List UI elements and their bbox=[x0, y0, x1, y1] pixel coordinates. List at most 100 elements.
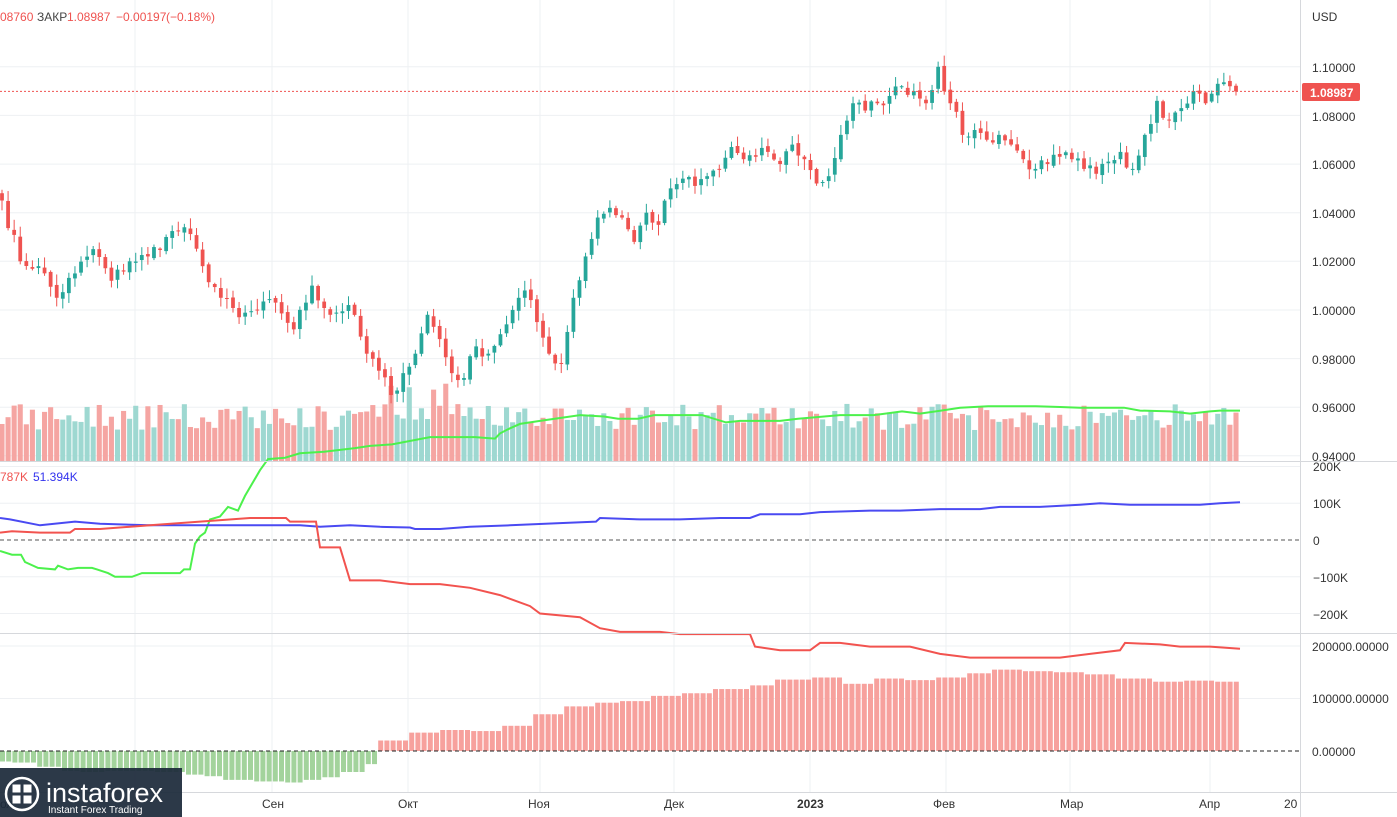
price-axis[interactable]: 1.10000 1.08000 1.06000 1.04000 1.02000 … bbox=[1312, 61, 1356, 464]
time-tick: Апр bbox=[1199, 797, 1221, 811]
histogram-bar bbox=[458, 730, 464, 751]
candle bbox=[583, 256, 588, 281]
histogram-bar bbox=[1153, 681, 1159, 751]
volume-bar bbox=[649, 410, 655, 461]
hist-tick: 100000.00000 bbox=[1312, 692, 1389, 706]
candle bbox=[905, 87, 910, 95]
histogram-bar bbox=[607, 702, 613, 751]
histogram-bar bbox=[961, 677, 966, 751]
histogram-bars[interactable] bbox=[0, 669, 1239, 783]
histogram-bar bbox=[316, 751, 322, 780]
volume-bar bbox=[765, 413, 771, 461]
histogram-bar bbox=[638, 701, 644, 751]
cot-line-red bbox=[0, 517, 1241, 659]
histogram-bar bbox=[117, 751, 123, 771]
candle bbox=[334, 312, 339, 314]
histogram-bar bbox=[465, 730, 470, 751]
histogram-bar bbox=[880, 678, 886, 751]
candle bbox=[1094, 166, 1099, 174]
histogram-bar bbox=[173, 751, 179, 772]
candle bbox=[146, 254, 150, 257]
histogram-bar bbox=[843, 683, 849, 751]
candle bbox=[845, 120, 849, 135]
last-price-text: 1.08987 bbox=[1310, 86, 1354, 100]
volume-bar bbox=[941, 404, 947, 461]
volume-bar bbox=[54, 419, 60, 461]
histogram-bar bbox=[1190, 680, 1196, 751]
candle bbox=[486, 353, 491, 356]
volume-bar bbox=[1026, 415, 1032, 461]
histogram-bar bbox=[551, 714, 557, 751]
hist-axis[interactable]: 200000.00000 100000.00000 0.00000 bbox=[1312, 640, 1389, 759]
volume-bar bbox=[546, 424, 552, 461]
histogram-bar bbox=[1171, 681, 1177, 751]
candle bbox=[1149, 124, 1153, 134]
histogram-bar bbox=[130, 751, 136, 771]
volume-bar bbox=[978, 407, 984, 461]
volume-bar bbox=[212, 427, 218, 461]
candle bbox=[1021, 150, 1026, 160]
histogram-bar bbox=[812, 677, 818, 751]
candle bbox=[443, 338, 448, 358]
candle bbox=[693, 176, 697, 186]
cot-tick: 200K bbox=[1313, 460, 1341, 474]
candle bbox=[990, 140, 995, 143]
volume-bar bbox=[874, 413, 880, 461]
candle bbox=[389, 376, 393, 396]
histogram-bar bbox=[421, 732, 427, 751]
candle bbox=[133, 261, 138, 263]
candle bbox=[680, 178, 685, 183]
volume-bar bbox=[759, 408, 765, 461]
histogram-bar bbox=[564, 706, 570, 751]
candle bbox=[650, 212, 655, 223]
volume-bar bbox=[753, 413, 759, 461]
candle bbox=[1155, 100, 1159, 123]
time-tick: Окт bbox=[398, 797, 419, 811]
volume-bar bbox=[187, 427, 193, 461]
candle bbox=[1124, 152, 1129, 168]
volume-bar bbox=[674, 425, 680, 461]
histogram-bar bbox=[768, 685, 774, 751]
candle bbox=[1057, 153, 1062, 157]
volume-bar bbox=[747, 413, 753, 461]
volume-bar bbox=[1196, 421, 1203, 461]
candle bbox=[863, 100, 868, 111]
price-candles[interactable] bbox=[0, 55, 1238, 404]
histogram-bar bbox=[799, 679, 805, 751]
cot-axis[interactable]: 200K 100K 0 −100K −200K bbox=[1313, 460, 1348, 622]
histogram-bar bbox=[1103, 674, 1109, 751]
volume-bar bbox=[807, 411, 814, 461]
histogram-bar bbox=[818, 677, 824, 751]
volume-bar bbox=[1148, 410, 1154, 461]
cot-lines[interactable] bbox=[0, 405, 1241, 659]
volume-bar bbox=[899, 427, 905, 461]
volume-bar bbox=[364, 411, 370, 461]
volume-bar bbox=[309, 426, 315, 461]
volume-bar bbox=[935, 404, 941, 461]
histogram-bar bbox=[291, 751, 297, 783]
candle bbox=[559, 362, 564, 364]
candle bbox=[12, 229, 17, 235]
volume-bar bbox=[35, 429, 42, 461]
histogram-bar bbox=[1072, 672, 1078, 751]
volume-bar bbox=[534, 425, 540, 461]
time-tick: Мар bbox=[1060, 797, 1084, 811]
time-axis[interactable]: ол Сен Окт Ноя Дек 2023 Фев Мар Апр 20 bbox=[0, 797, 1298, 811]
volume-bar bbox=[248, 417, 254, 461]
histogram-bar bbox=[781, 679, 787, 751]
candle bbox=[1215, 83, 1220, 96]
histogram-bar bbox=[700, 693, 706, 751]
candle bbox=[158, 248, 162, 250]
histogram-bar bbox=[874, 678, 880, 751]
volume-bar bbox=[1045, 412, 1051, 461]
candle bbox=[480, 348, 485, 357]
histogram-bar bbox=[62, 751, 67, 771]
candle bbox=[206, 264, 211, 283]
volume-bar bbox=[1020, 412, 1026, 461]
histogram-bar bbox=[1227, 681, 1233, 751]
histogram-bar bbox=[37, 751, 43, 767]
candle bbox=[1009, 139, 1013, 145]
volume-bar bbox=[972, 429, 978, 461]
histogram-bar bbox=[452, 730, 458, 751]
candle bbox=[42, 267, 47, 274]
